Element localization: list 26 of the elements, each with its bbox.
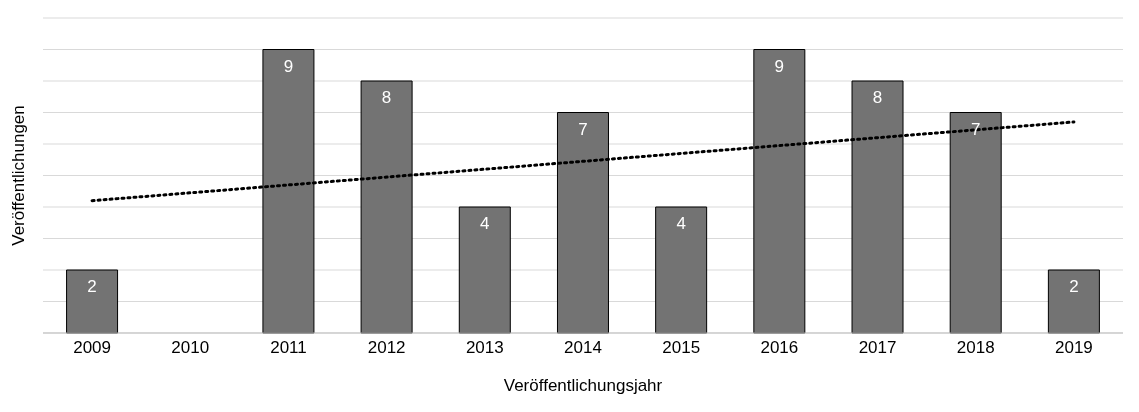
x-tick-label: 2019 <box>1054 338 1093 358</box>
data-label: 8 <box>872 88 883 107</box>
bar <box>1047 269 1100 334</box>
bar <box>458 206 511 334</box>
bar <box>66 269 119 334</box>
data-label: 7 <box>578 119 588 139</box>
data-label: 4 <box>480 214 490 233</box>
data-label: 2 <box>1069 277 1079 296</box>
x-tick-label: 2014 <box>564 338 602 358</box>
bar <box>655 206 708 334</box>
x-tick-label: 2016 <box>760 338 799 358</box>
y-axis-title: Veröffentlichungen <box>9 105 29 246</box>
data-label: 4 <box>676 214 686 233</box>
x-tick-label: 2013 <box>465 338 504 358</box>
data-label: 9 <box>774 56 785 76</box>
x-tick-label: 2009 <box>73 338 111 358</box>
x-tick-label: 2011 <box>270 338 307 358</box>
x-tick-label: 2017 <box>858 338 897 358</box>
x-tick-label: 2015 <box>662 338 701 358</box>
data-label: 9 <box>283 56 294 76</box>
data-label: 8 <box>381 88 392 107</box>
x-tick-label: 2010 <box>171 338 210 358</box>
x-tick-label: 2012 <box>367 338 406 358</box>
x-tick-label: 2018 <box>956 338 995 358</box>
x-axis-title: Veröffentlichungsjahr <box>503 376 663 395</box>
data-label: 2 <box>87 277 97 296</box>
